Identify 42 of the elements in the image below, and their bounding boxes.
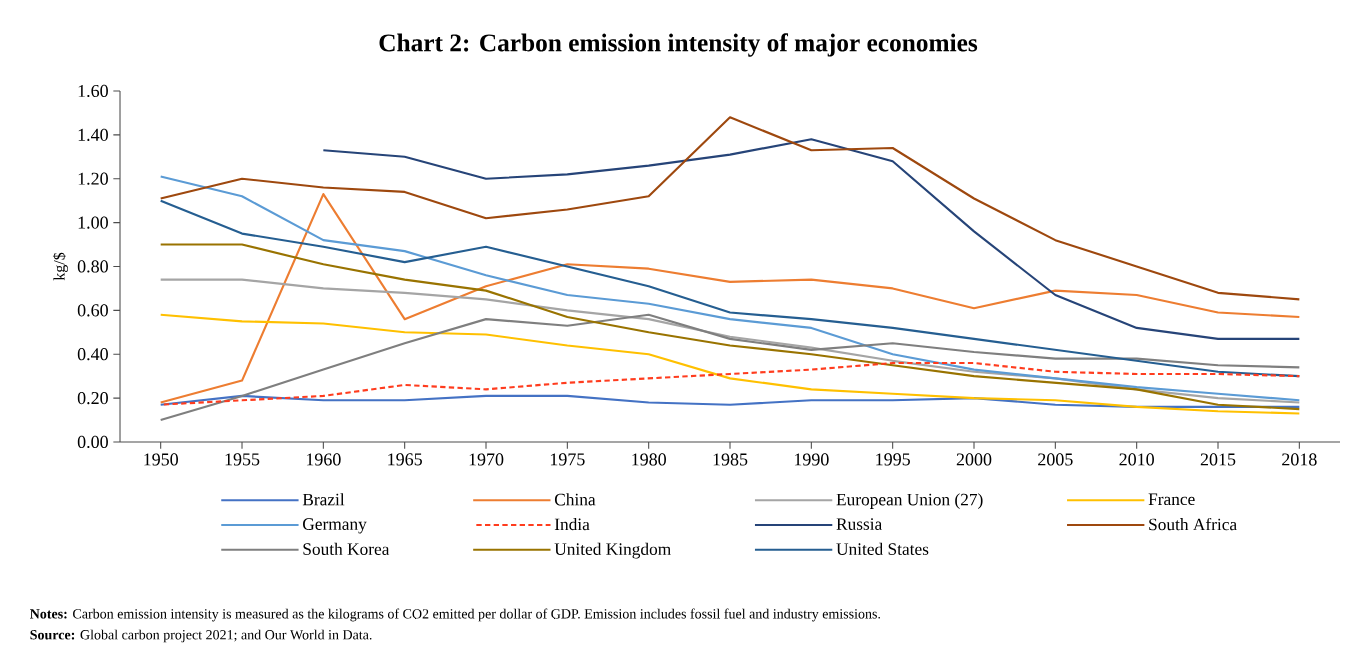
text: Source: Global carbon project 2021; and Our World in Data.: [30, 629, 372, 643]
x-tick-label: 1975: [550, 453, 585, 466]
x-tick-label: 1990: [794, 453, 829, 466]
line-series: [322, 138, 1301, 340]
legend-label: China: [554, 493, 596, 506]
y-tick-label: 1.60: [78, 84, 108, 98]
text: Notes: Carbon emission intensity is measured as the kilograms of CO2 emitted per dollar of GDP. Emission includes fossil fuel and industry emissions.: [30, 608, 881, 622]
legend-label: European Union (27): [836, 493, 983, 509]
y-tick-label: 0.80: [77, 260, 108, 273]
legend-label: Brazil: [302, 493, 345, 506]
x-tick-label: 1955: [225, 453, 260, 466]
x-tick-label: 1995: [876, 453, 910, 466]
legend-label: United Kingdom: [554, 542, 671, 559]
y-tick-label: 0.20: [77, 391, 108, 405]
y-tick-label: 0.00: [77, 435, 108, 449]
y-tick-label: 1.40: [78, 128, 108, 141]
legend-label: South Africa: [1149, 517, 1237, 531]
y-tick-label: 0.60: [77, 304, 108, 317]
y-axis-title: kg/$: [52, 252, 68, 281]
legend-label: Germany: [303, 518, 367, 534]
x-tick-label: 1960: [306, 453, 341, 466]
y-tick-label: 0.40: [77, 348, 108, 361]
legend-label: United States: [836, 542, 929, 555]
x-tick-label: 1980: [632, 453, 666, 466]
x-tick-label: 2010: [1119, 453, 1154, 466]
x-tick-label: 2000: [956, 453, 992, 466]
line-series: [159, 278, 1301, 404]
chart-title: Chart 2: Carbon emission intensity of major economies: [379, 33, 978, 57]
legend-label: France: [1148, 493, 1195, 506]
legend-label: India: [554, 518, 590, 531]
x-tick-label: 2018: [1282, 453, 1317, 466]
legend-label: South Korea: [303, 542, 390, 555]
y-tick-label: 1.00: [78, 216, 108, 229]
line-series: [159, 116, 1301, 301]
x-tick-label: 2005: [1038, 453, 1073, 466]
y-tick-label: 1.20: [78, 172, 108, 185]
x-tick-label: 2015: [1200, 453, 1236, 466]
x-tick-label: 1950: [144, 453, 178, 466]
legend-label: Russia: [836, 518, 883, 530]
x-tick-label: 1965: [388, 453, 422, 466]
x-tick-label: 1985: [713, 453, 748, 466]
x-tick-label: 1970: [469, 453, 504, 466]
